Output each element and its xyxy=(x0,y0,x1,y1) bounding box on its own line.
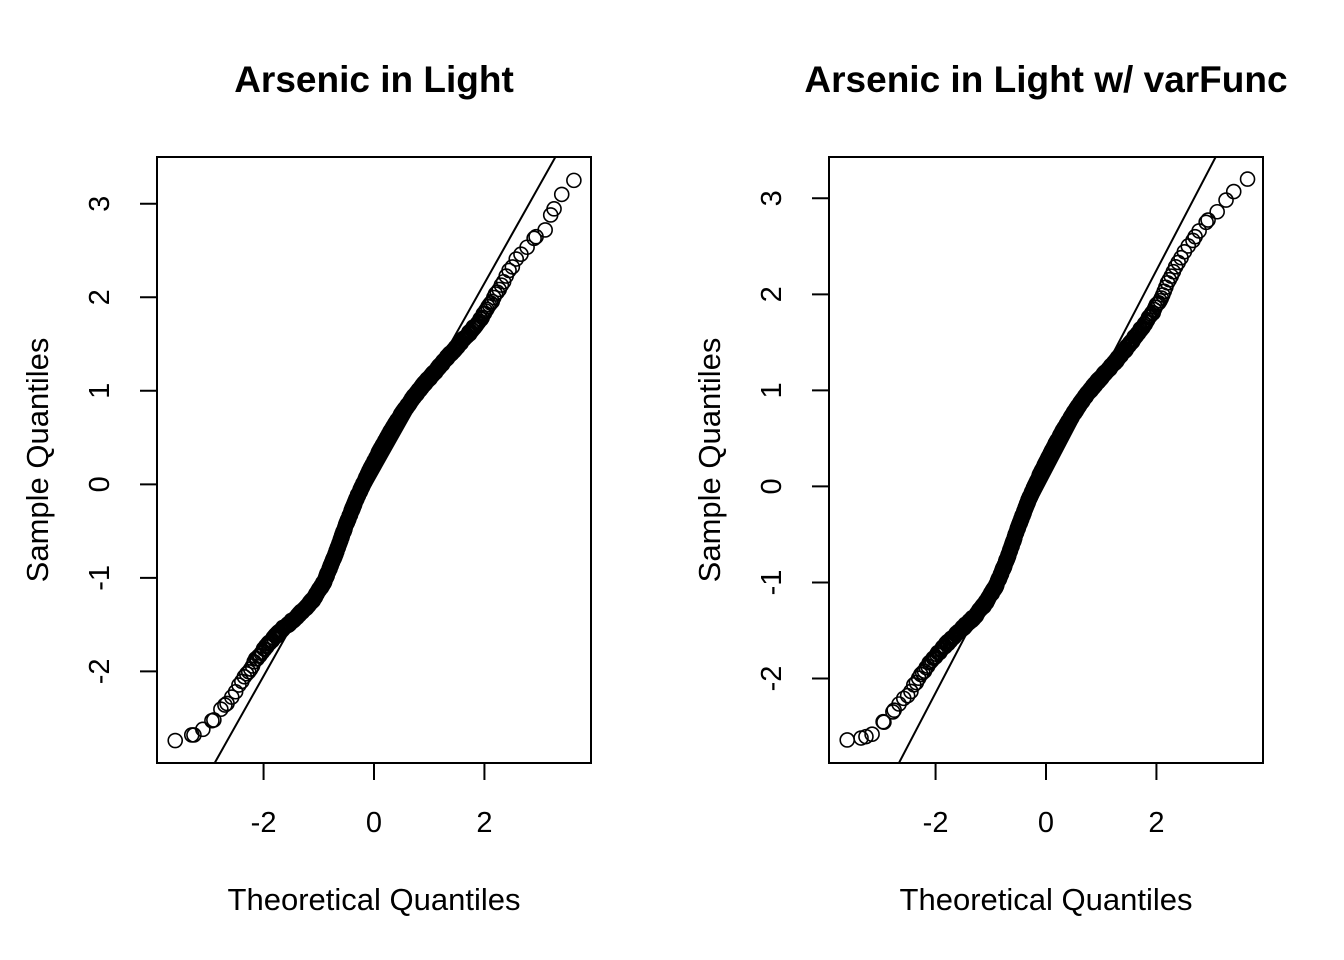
data-point xyxy=(1209,203,1225,220)
data-point xyxy=(195,721,211,738)
data-point xyxy=(1200,212,1216,228)
data-point xyxy=(501,262,517,279)
reference-line xyxy=(897,157,1217,763)
x-axis-label: Theoretical Quantiles xyxy=(900,882,1193,917)
data-point xyxy=(853,730,869,746)
data-point xyxy=(217,697,233,713)
qq-panel-arsenic-in-light: Arsenic in Light Theoretical Quantiles S… xyxy=(20,59,592,917)
data-point xyxy=(553,186,570,203)
y-tick-label: -1 xyxy=(84,565,116,591)
data-point xyxy=(864,726,880,742)
data-point xyxy=(504,259,521,275)
data-point xyxy=(167,732,184,749)
data-points xyxy=(839,171,1256,748)
data-point xyxy=(839,732,856,748)
y-tick-label: 3 xyxy=(756,190,788,206)
data-point xyxy=(238,666,255,682)
y-tick-label: 0 xyxy=(84,476,116,492)
y-tick-label: -1 xyxy=(756,570,788,596)
data-point xyxy=(1198,214,1214,231)
qq-panel-arsenic-in-light-varfunc: Arsenic in Light w/ varFunc Theoretical … xyxy=(692,59,1288,917)
data-point xyxy=(480,298,496,315)
data-point xyxy=(508,251,525,267)
y-tick-label: -2 xyxy=(84,658,116,684)
y-tick-label: 0 xyxy=(756,478,788,494)
y-tick-label: -2 xyxy=(756,666,788,692)
data-point xyxy=(1161,271,1178,288)
data-point xyxy=(537,222,553,238)
y-tick-label: 2 xyxy=(756,286,788,302)
y-axis-label: Sample Quantiles xyxy=(20,338,55,583)
x-tick-label: 2 xyxy=(476,807,492,839)
data-point xyxy=(487,286,504,302)
data-point xyxy=(886,702,902,718)
y-tick-label: 1 xyxy=(84,383,116,399)
data-point xyxy=(526,230,542,247)
data-point xyxy=(566,172,582,189)
data-point xyxy=(875,713,891,730)
x-tick-label: 0 xyxy=(1038,807,1054,839)
data-point xyxy=(1218,192,1234,208)
data-point xyxy=(1239,171,1256,187)
data-point xyxy=(899,687,916,704)
x-tick-label: 0 xyxy=(366,807,382,839)
data-point xyxy=(231,677,247,693)
x-tick-label: -2 xyxy=(251,807,277,839)
data-point xyxy=(493,277,510,293)
x-tick-label: 2 xyxy=(1148,807,1164,839)
y-tick-label: 2 xyxy=(84,289,116,305)
y-tick-label: 3 xyxy=(84,196,116,212)
data-point xyxy=(1225,183,1242,200)
y-tick-label: 1 xyxy=(756,382,788,398)
data-point xyxy=(206,712,222,728)
x-tick-label: -2 xyxy=(923,807,949,839)
y-axis-label: Sample Quantiles xyxy=(692,338,727,583)
plot-title: Arsenic in Light xyxy=(234,59,514,100)
x-axis-label: Theoretical Quantiles xyxy=(228,882,521,917)
data-points xyxy=(167,172,582,749)
plot-title: Arsenic in Light w/ varFunc xyxy=(804,59,1287,100)
data-point xyxy=(1187,228,1203,245)
data-point xyxy=(542,207,559,223)
